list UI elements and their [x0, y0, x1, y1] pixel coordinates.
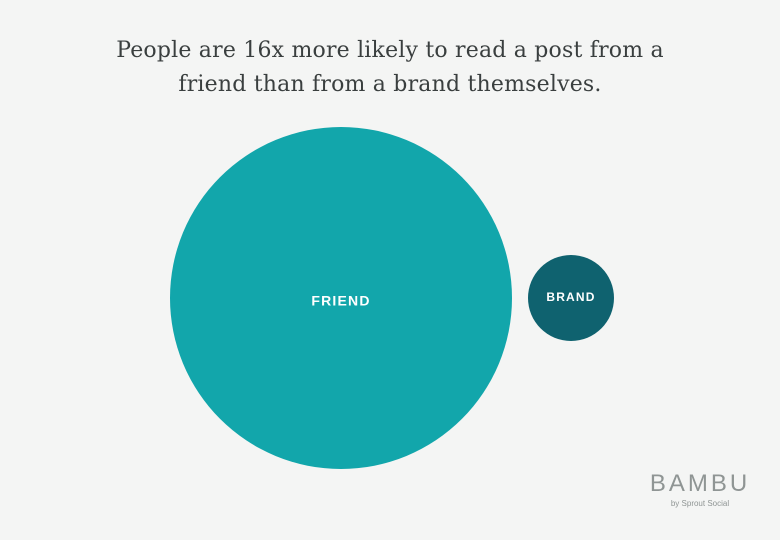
title-line-2: friend than from a brand themselves.	[178, 72, 602, 97]
title-line-1: People are 16x more likely to read a pos…	[116, 38, 664, 63]
friend-label: FRIEND	[311, 293, 370, 309]
brand-label: BRAND	[546, 290, 595, 304]
logo-tagline: by Sprout Social	[670, 499, 730, 508]
bambu-logo: BAMBU by Sprout Social	[640, 470, 760, 510]
friend-bubble	[170, 127, 512, 469]
chart-title: People are 16x more likely to read a pos…	[0, 34, 780, 102]
brand-bubble	[528, 255, 614, 341]
logo-wordmark: BAMBU	[649, 470, 751, 497]
